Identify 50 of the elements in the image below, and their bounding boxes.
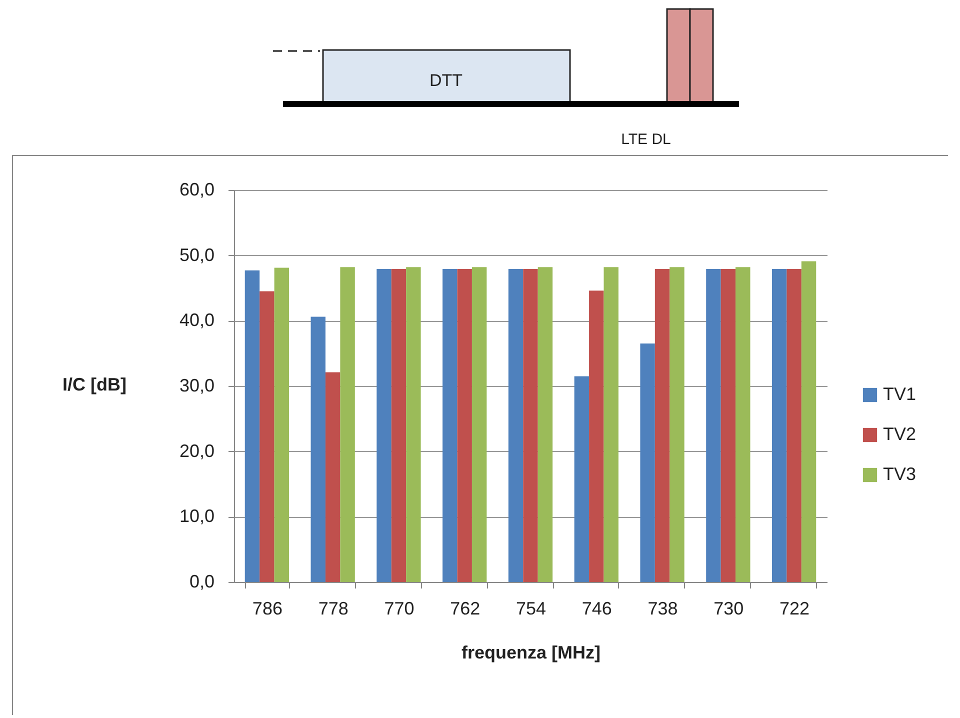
legend-label: TV2 (883, 424, 916, 444)
bar (340, 267, 355, 582)
bar (604, 267, 618, 582)
x-tick-label: 762 (450, 598, 480, 618)
bar (574, 376, 590, 582)
bar (244, 270, 260, 582)
x-tick-label: 722 (780, 598, 810, 618)
bar (720, 269, 736, 582)
text: LTE DL (621, 131, 671, 148)
bar (457, 269, 472, 582)
bar (508, 269, 524, 582)
x-tick-label: 746 (582, 598, 612, 618)
y-tick-label: 30,0 (179, 376, 214, 396)
bar (260, 291, 274, 582)
x-tick-label: 786 (252, 598, 282, 618)
x-tick-label: 738 (648, 598, 678, 618)
bar (736, 267, 750, 582)
bar (406, 267, 421, 582)
bar (706, 269, 721, 582)
y-tick-label: 60,0 (179, 180, 214, 200)
bar (654, 269, 670, 582)
y-tick-label: 0,0 (189, 572, 214, 592)
bar (472, 267, 487, 582)
x-axis-title: frequenza [MHz] (462, 642, 600, 662)
y-tick-label: 10,0 (179, 506, 214, 526)
bar (801, 261, 816, 582)
bar (442, 269, 458, 582)
bar (538, 267, 553, 582)
y-tick-label: 20,0 (179, 440, 214, 461)
bar (325, 372, 340, 582)
bar (391, 269, 406, 582)
bar (589, 290, 604, 582)
bar (274, 268, 290, 582)
y-tick-label: 50,0 (179, 244, 214, 265)
bar (640, 344, 655, 582)
bar (523, 269, 538, 582)
bar (786, 269, 802, 582)
bar (772, 269, 787, 582)
bar (376, 269, 392, 582)
legend-label: TV1 (883, 384, 916, 404)
y-tick-label: 40,0 (179, 310, 214, 330)
x-tick-label: 754 (516, 598, 546, 618)
bar (310, 316, 326, 582)
bar (670, 267, 684, 582)
x-tick-label: 778 (318, 598, 348, 618)
y-axis-title: I/C [dB] (62, 374, 126, 394)
x-tick-label: 730 (714, 598, 744, 618)
text: DTT (429, 71, 463, 90)
x-tick-label: 770 (384, 598, 414, 618)
legend-label: TV3 (883, 464, 916, 484)
